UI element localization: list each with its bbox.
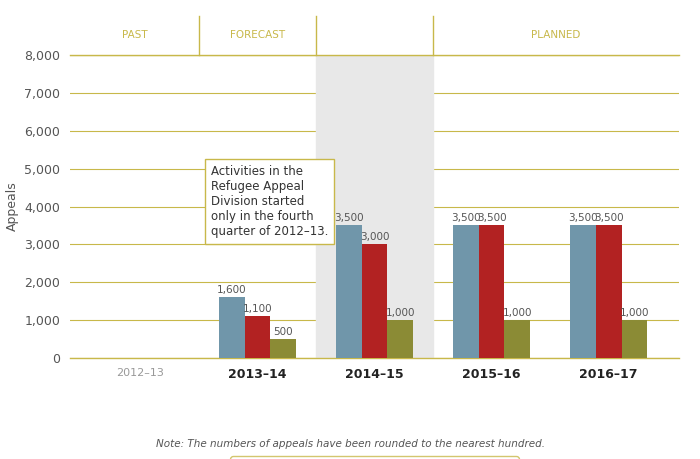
- Text: 3,500: 3,500: [451, 213, 481, 224]
- Text: 3,500: 3,500: [477, 213, 506, 224]
- Text: 3,000: 3,000: [360, 232, 389, 242]
- Text: 3,500: 3,500: [568, 213, 598, 224]
- Bar: [622, 320, 648, 358]
- Text: 1,000: 1,000: [503, 308, 532, 318]
- Text: 1,100: 1,100: [243, 304, 272, 314]
- Bar: [270, 339, 296, 358]
- Bar: [336, 225, 362, 358]
- Text: FORECAST: FORECAST: [230, 30, 285, 40]
- Y-axis label: Appeals: Appeals: [6, 182, 19, 231]
- Text: 3,500: 3,500: [594, 213, 624, 224]
- Text: PLANNED: PLANNED: [531, 30, 581, 40]
- Text: 500: 500: [273, 327, 293, 337]
- Bar: [453, 225, 479, 358]
- Text: Activities in the
Refugee Appeal
Division started
only in the fourth
quarter of : Activities in the Refugee Appeal Divisio…: [211, 165, 328, 238]
- Bar: [362, 244, 387, 358]
- Bar: [505, 320, 531, 358]
- Text: 1,000: 1,000: [386, 308, 415, 318]
- Bar: [570, 225, 596, 358]
- Bar: [479, 225, 505, 358]
- Text: 1,600: 1,600: [217, 285, 246, 295]
- Text: Note: The numbers of appeals have been rounded to the nearest hundred.: Note: The numbers of appeals have been r…: [155, 439, 545, 449]
- Text: 3,500: 3,500: [334, 213, 363, 224]
- Legend: Filed, Finalized, Pending: Filed, Finalized, Pending: [230, 456, 519, 459]
- Text: PAST: PAST: [122, 30, 147, 40]
- Text: 1,000: 1,000: [620, 308, 649, 318]
- Bar: [596, 225, 622, 358]
- Bar: [244, 316, 270, 358]
- Bar: [387, 320, 413, 358]
- Bar: [218, 297, 244, 358]
- Bar: [316, 55, 433, 358]
